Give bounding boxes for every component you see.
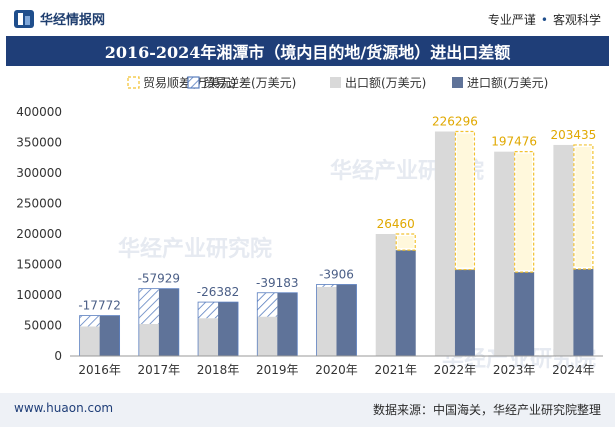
y-tick-label: 50000 xyxy=(24,319,62,333)
export-bar xyxy=(434,131,455,356)
deficit-segment xyxy=(79,315,100,327)
x-tick-label: 2021年 xyxy=(374,363,417,377)
tagline-right: 客观科学 xyxy=(552,13,601,27)
legend: 贸易顺差(万美元)贸易逆差(万美元)出口额(万美元)进口额(万美元) xyxy=(127,75,548,90)
data-labels: -17772 -57929 -26382 -39183 -3906 26460 226296… xyxy=(78,115,596,313)
legend-label-2: 贸易逆差(万美元) xyxy=(203,75,296,90)
website-link[interactable]: www.huaon.com xyxy=(14,401,114,415)
import-bar xyxy=(454,269,475,356)
footer: www.huaon.com 数据来源：中国海关，华经产业研究院整理 xyxy=(0,393,615,427)
legend-label-3: 出口额(万美元) xyxy=(345,76,426,90)
data-label: -57929 xyxy=(138,272,181,286)
x-tick-label: 2022年 xyxy=(434,363,477,377)
deficit-segment xyxy=(138,288,159,324)
bars-layer xyxy=(79,130,594,357)
data-source: 数据来源：中国海关，华经产业研究院整理 xyxy=(372,403,601,417)
import-bar xyxy=(218,302,239,356)
brand[interactable]: 华经情报网 xyxy=(14,9,105,28)
surplus-fill xyxy=(456,133,473,268)
data-label: 26460 xyxy=(377,217,415,231)
deficit-segment xyxy=(316,284,337,287)
export-bar xyxy=(138,323,159,356)
title-bar: 2016-2024年湘潭市（境内目的地/货源地）进出口差额 xyxy=(6,36,609,66)
y-tick-label: 250000 xyxy=(16,197,62,211)
y-tick-label: 350000 xyxy=(16,136,62,150)
export-bar xyxy=(316,286,337,356)
y-tick-label: 400000 xyxy=(16,105,62,119)
bar-chart: 贸易顺差(万美元)贸易逆差(万美元)出口额(万美元)进口额(万美元) 华经产业研… xyxy=(16,75,603,377)
legend-swatch-1 xyxy=(127,76,140,89)
x-tick-label: 2024年 xyxy=(552,363,595,377)
huajing-logo-icon xyxy=(14,9,34,28)
legend-swatch-4 xyxy=(452,77,463,88)
data-label: -3906 xyxy=(319,268,354,282)
x-tick-label: 2016年 xyxy=(78,363,121,377)
top-bar: 华经情报网 专业严谨 • 客观科学 xyxy=(0,0,615,36)
watermark-text-1: 华经产业研究院 xyxy=(118,236,272,262)
surplus-fill xyxy=(516,153,533,271)
x-tick-label: 2017年 xyxy=(138,363,181,377)
tagline: 专业严谨 • 客观科学 xyxy=(488,11,601,28)
import-bar xyxy=(277,292,298,356)
y-axis: 0 50000 100000 150000 200000 250000 300000 3500… xyxy=(16,105,62,363)
import-bar xyxy=(514,272,535,356)
dot-separator-icon: • xyxy=(540,13,548,27)
y-tick-label: 200000 xyxy=(16,227,62,241)
legend-swatch-2 xyxy=(187,76,200,89)
y-tick-label: 0 xyxy=(54,349,62,363)
y-tick-label: 300000 xyxy=(16,166,62,180)
surplus-fill xyxy=(397,236,414,249)
x-axis: 2016年 2017年 2018年 2019年 2020年 2021年 2022年 2023年… xyxy=(70,355,603,377)
import-bar xyxy=(158,288,179,356)
data-label: -26382 xyxy=(197,285,240,299)
import-bar xyxy=(99,315,120,356)
x-tick-label: 2018年 xyxy=(197,363,240,377)
export-bar xyxy=(553,144,574,356)
export-bar xyxy=(79,326,100,356)
legend-label-4: 进口额(万美元) xyxy=(467,76,548,90)
data-label: 197476 xyxy=(491,135,537,149)
data-label: 203435 xyxy=(550,128,596,142)
y-tick-label: 150000 xyxy=(16,258,62,272)
surplus-fill xyxy=(575,146,592,268)
legend-swatch-3 xyxy=(330,77,341,88)
y-tick-label: 100000 xyxy=(16,288,62,302)
import-bar xyxy=(395,250,416,356)
chart-title: 2016-2024年湘潭市（境内目的地/货源地）进出口差额 xyxy=(104,43,511,62)
export-bar xyxy=(494,151,515,356)
data-label: -39183 xyxy=(256,276,299,290)
import-bar xyxy=(573,269,594,356)
deficit-segment xyxy=(257,292,278,317)
export-bar xyxy=(198,318,219,356)
x-tick-label: 2023年 xyxy=(493,363,536,377)
tagline-left: 专业严谨 xyxy=(487,13,536,27)
site-name: 华经情报网 xyxy=(40,13,106,28)
deficit-segment xyxy=(198,302,219,319)
data-label: -17772 xyxy=(78,299,121,313)
x-tick-label: 2020年 xyxy=(315,363,358,377)
x-tick-label: 2019年 xyxy=(256,363,299,377)
import-bar xyxy=(336,284,357,356)
data-label: 226296 xyxy=(432,115,478,129)
export-bar xyxy=(257,316,278,356)
export-bar xyxy=(375,234,396,356)
